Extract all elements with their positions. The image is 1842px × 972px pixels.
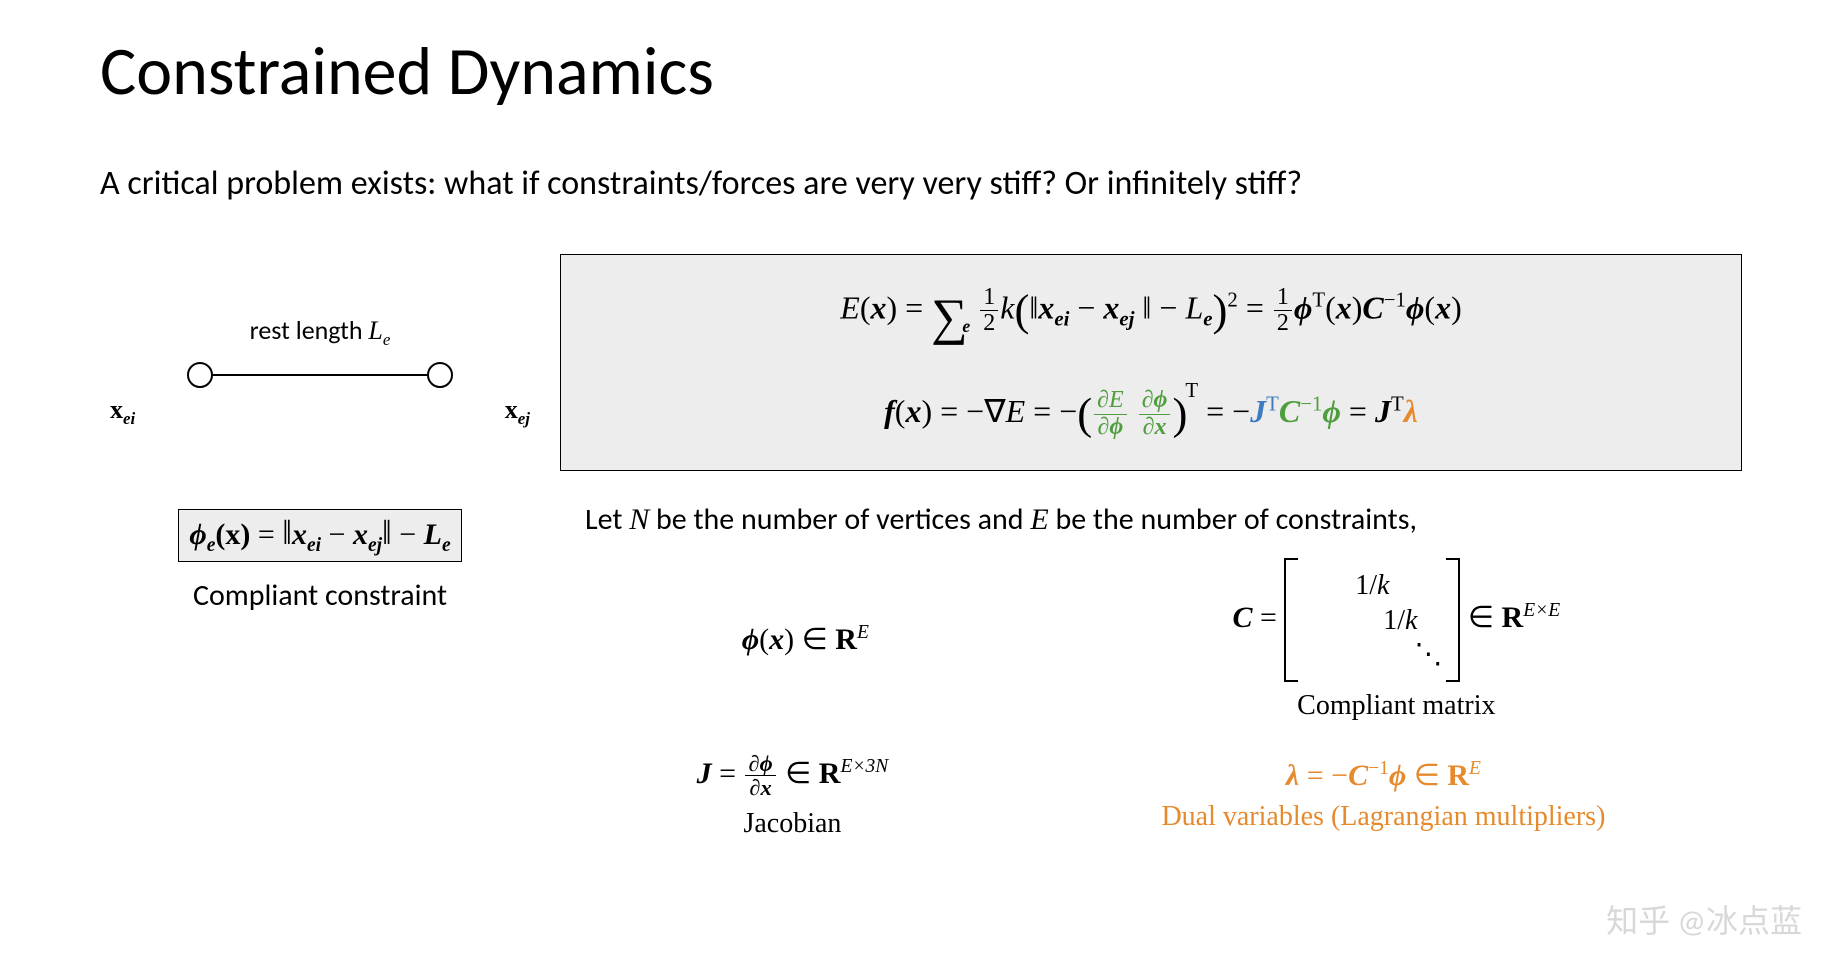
C-definition: C = 1/k 1/k ⋱ ∈ RE×E Compliant matrix xyxy=(1232,558,1560,722)
constraint-equation-box: ϕe(x) = ‖xei − xej‖ − Le xyxy=(178,509,461,562)
C-label: Compliant matrix xyxy=(1232,690,1560,722)
rest-length-var: Le xyxy=(368,316,390,345)
energy-line-2: f(x) = −∇E = −(∂E∂ϕ ∂ϕ∂x)T = −JTC−1ϕ = J… xyxy=(591,374,1711,450)
J-label: Jacobian xyxy=(697,808,889,840)
right-column: E(x) = ∑e 12k(‖xei − xej ‖ − Le)2 = 12ϕT… xyxy=(560,254,1742,860)
spring-diagram: rest length Le xei xej xyxy=(100,314,540,429)
let-text: Let N be the number of vertices and E be… xyxy=(585,501,1742,538)
constraint-block: ϕe(x) = ‖xei − xej‖ − Le Compliant const… xyxy=(100,509,540,614)
energy-line-1: E(x) = ∑e 12k(‖xei − xej ‖ − Le)2 = 12ϕT… xyxy=(591,275,1711,359)
let-prefix: Let xyxy=(585,501,629,538)
phi-definition: ϕ(x) ∈ RE xyxy=(742,622,869,657)
node-labels: xei xej xyxy=(100,395,540,429)
node-right-label: xej xyxy=(505,395,530,429)
slide-subtitle: A critical problem exists: what if const… xyxy=(100,163,1742,204)
J-definition: J = ∂ϕ∂x ∈ RE×3N Jacobian xyxy=(697,752,889,840)
let-suffix: be the number of constraints, xyxy=(1049,501,1417,538)
slide-title: Constrained Dynamics xyxy=(100,30,1742,113)
definitions-row-1: ϕ(x) ∈ RE C = 1/k 1/k ⋱ xyxy=(560,558,1742,722)
compliance-matrix: 1/k 1/k ⋱ xyxy=(1284,558,1460,682)
content-row: rest length Le xei xej ϕe(x) = ‖xei − xe… xyxy=(100,254,1742,860)
constraint-label: Compliant constraint xyxy=(100,577,540,614)
rest-length-label: rest length Le xyxy=(100,314,540,350)
lambda-definition: λ = −C−1ϕ ∈ RE Dual variables (Lagrangia… xyxy=(1161,758,1605,833)
node-left-label: xei xyxy=(110,395,135,429)
lambda-label: Dual variables (Lagrangian multipliers) xyxy=(1161,801,1605,833)
left-column: rest length Le xei xej ϕe(x) = ‖xei − xe… xyxy=(100,254,540,614)
watermark: 知乎 @冰点蓝 xyxy=(1606,896,1802,942)
slide: Constrained Dynamics A critical problem … xyxy=(0,0,1842,972)
spring-svg xyxy=(170,355,470,395)
energy-box: E(x) = ∑e 12k(‖xei − xej ‖ − Le)2 = 12ϕT… xyxy=(560,254,1742,471)
definitions-row-2: J = ∂ϕ∂x ∈ RE×3N Jacobian λ = −C−1ϕ ∈ RE… xyxy=(560,752,1742,840)
let-mid: be the number of vertices and xyxy=(649,501,1030,538)
